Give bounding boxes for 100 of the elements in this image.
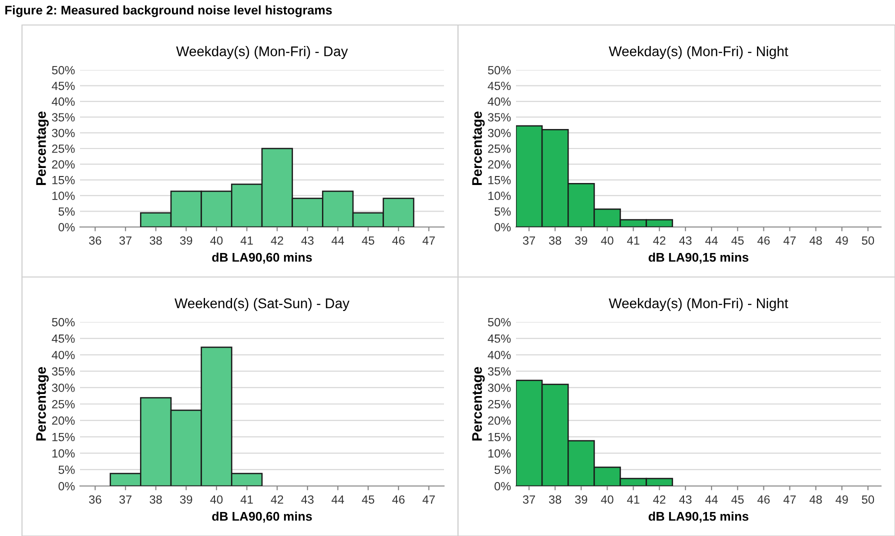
y-tick-label: 10% [52, 449, 75, 458]
y-tick-label: 30% [488, 128, 511, 138]
y-axis-title: Percentage [36, 112, 49, 186]
x-tick-label: 42 [270, 495, 284, 504]
x-tick-label: 41 [627, 495, 640, 504]
x-tick-label: 38 [548, 236, 562, 245]
y-tick-label: 35% [52, 113, 75, 122]
x-tick-label: 38 [150, 495, 162, 504]
y-tick-label: 20% [52, 160, 75, 169]
x-tick-label: 41 [240, 236, 253, 245]
x-tick-label: 40 [600, 236, 614, 245]
y-tick-label: 5% [494, 466, 511, 474]
y-tick-label: 50% [488, 318, 511, 326]
x-tick-label: 43 [301, 236, 314, 245]
x-tick-label: 45 [731, 236, 744, 245]
x-tick-label: 39 [575, 495, 588, 504]
x-tick-label: 46 [392, 236, 405, 245]
x-tick-label: 38 [548, 495, 562, 504]
y-tick-label: 5% [58, 466, 75, 474]
y-tick-label: 5% [58, 207, 75, 216]
x-tick-label: 37 [119, 236, 132, 245]
x-tick-label: 39 [180, 495, 192, 504]
chart-title: Weekend(s) (Sat-Sun) - Day [174, 298, 350, 311]
y-tick-label: 15% [52, 176, 75, 184]
x-axis-title: dB LA90,15 mins [648, 512, 748, 523]
y-tick-label: 25% [488, 144, 511, 153]
x-tick-label: 39 [575, 236, 588, 245]
x-tick-label: 46 [392, 495, 405, 504]
x-tick-label: 37 [522, 495, 536, 504]
x-tick-label: 38 [150, 236, 162, 245]
y-axis-title: Percentage [472, 112, 485, 186]
x-tick-label: 41 [627, 236, 640, 245]
x-tick-label: 40 [210, 236, 223, 245]
x-tick-label: 42 [270, 236, 284, 245]
x-tick-label: 40 [600, 495, 614, 504]
y-tick-label: 25% [488, 400, 511, 408]
x-tick-label: 50 [862, 236, 874, 245]
y-tick-label: 0% [494, 482, 511, 490]
x-tick-label: 42 [653, 495, 666, 504]
y-tick-label: 50% [488, 66, 511, 74]
x-tick-label: 37 [522, 236, 536, 245]
x-tick-label: 45 [362, 495, 374, 504]
y-tick-label: 20% [488, 160, 511, 169]
x-axis-title: dB LA90,15 mins [648, 252, 748, 264]
y-tick-label: 10% [488, 449, 511, 458]
x-tick-label: 47 [783, 495, 796, 504]
x-tick-label: 47 [422, 495, 435, 504]
y-tick-label: 20% [488, 416, 511, 425]
x-tick-label: 36 [89, 236, 102, 245]
y-tick-label: 30% [52, 128, 75, 138]
chart-title: Weekday(s) (Mon-Fri) - Night [608, 46, 788, 59]
x-tick-label: 44 [705, 495, 718, 504]
x-tick-label: 47 [783, 236, 796, 245]
y-tick-label: 5% [494, 207, 511, 216]
x-tick-label: 44 [705, 236, 718, 245]
y-axis-title: Percentage [472, 367, 485, 441]
x-tick-label: 36 [89, 495, 102, 504]
y-tick-label: 40% [52, 97, 75, 106]
x-tick-label: 37 [119, 495, 132, 504]
y-tick-label: 50% [52, 66, 75, 74]
x-tick-label: 48 [810, 495, 822, 504]
y-tick-label: 45% [488, 82, 511, 90]
x-axis-title: dB LA90,60 mins [212, 252, 312, 264]
x-tick-label: 39 [180, 236, 192, 245]
x-tick-label: 49 [836, 236, 848, 245]
y-tick-label: 25% [52, 400, 75, 408]
y-tick-label: 40% [52, 350, 75, 360]
x-tick-label: 50 [862, 495, 874, 504]
y-tick-label: 10% [488, 192, 511, 200]
y-tick-label: 35% [488, 113, 511, 122]
x-axis-title: dB LA90,60 mins [212, 512, 312, 523]
x-tick-label: 46 [757, 495, 770, 504]
x-tick-label: 43 [301, 495, 314, 504]
y-tick-label: 45% [488, 334, 511, 343]
y-tick-label: 0% [494, 223, 511, 232]
y-tick-label: 40% [488, 97, 511, 106]
y-tick-label: 30% [52, 384, 75, 392]
y-tick-label: 45% [52, 334, 75, 343]
y-tick-label: 15% [52, 432, 75, 442]
y-tick-label: 0% [58, 482, 75, 490]
x-tick-label: 43 [679, 236, 692, 245]
x-tick-label: 46 [757, 236, 770, 245]
x-tick-label: 44 [332, 236, 344, 245]
y-axis-title: Percentage [36, 367, 49, 441]
y-tick-label: 0% [58, 223, 75, 232]
chart-title: Weekday(s) (Mon-Fri) - Night [608, 298, 788, 311]
x-tick-label: 45 [731, 495, 744, 504]
y-tick-label: 10% [52, 192, 75, 200]
caption: Figure 2: Measured background noise level histograms [5, 5, 332, 18]
x-tick-label: 40 [210, 495, 223, 504]
y-tick-label: 35% [52, 367, 75, 376]
y-tick-label: 40% [488, 350, 511, 360]
y-tick-label: 20% [52, 416, 75, 425]
x-tick-label: 41 [240, 495, 253, 504]
x-tick-label: 42 [653, 236, 666, 245]
x-tick-label: 43 [679, 495, 692, 504]
y-tick-label: 45% [52, 82, 75, 90]
y-tick-label: 30% [488, 384, 511, 392]
y-tick-label: 25% [52, 144, 75, 153]
x-tick-label: 45 [362, 236, 374, 245]
